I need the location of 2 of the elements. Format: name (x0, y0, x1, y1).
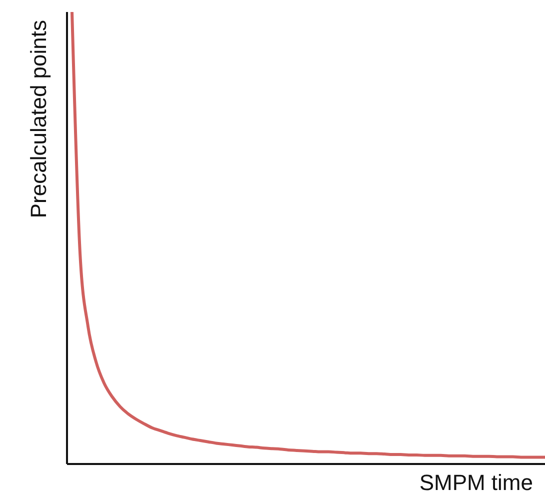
y-axis-title: Precalculated points (26, 20, 51, 218)
x-axis-title: SMPM time (419, 470, 533, 494)
